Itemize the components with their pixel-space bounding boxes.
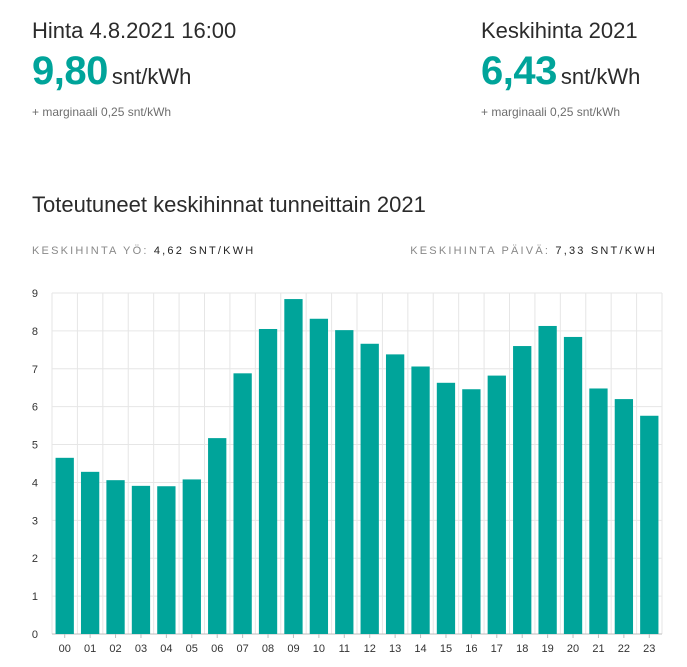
x-tick-label: 04: [160, 643, 172, 655]
y-tick-label: 1: [32, 591, 38, 603]
bar-hour-14: [411, 366, 430, 634]
bar-hour-06: [208, 438, 227, 634]
y-tick-label: 2: [32, 553, 38, 565]
x-tick-label: 13: [389, 643, 401, 655]
bar-hour-20: [563, 336, 583, 634]
x-tick-label: 06: [211, 643, 223, 655]
average-price-value: 6,43: [481, 49, 557, 93]
x-tick-label: 22: [618, 643, 630, 655]
chart-title: Toteutuneet keskihinnat tunneittain 2021: [32, 192, 426, 217]
y-tick-label: 5: [32, 440, 38, 452]
bar-hour-01: [80, 471, 100, 634]
y-tick-label: 0: [32, 629, 38, 641]
current-price-block: Hinta 4.8.2021 16:00 9,80 snt/kWh + margi…: [32, 18, 236, 119]
bar-hour-15: [436, 382, 456, 634]
bar-hour-00: [55, 457, 74, 634]
bar-hour-18: [513, 346, 532, 634]
x-tick-label: 07: [237, 643, 249, 655]
x-tick-label: 19: [542, 643, 554, 655]
current-price-unit: snt/kWh: [111, 64, 192, 89]
x-tick-label: 05: [186, 643, 198, 655]
x-tick-label: 03: [135, 643, 147, 655]
y-tick-label: 6: [32, 402, 38, 414]
bar-hour-09: [284, 299, 303, 634]
bar-hour-23: [640, 415, 659, 634]
bar-hour-10: [309, 318, 329, 634]
bar-hour-07: [233, 373, 252, 634]
bar-hour-16: [462, 389, 481, 634]
x-tick-label: 20: [567, 643, 579, 655]
y-tick-label: 7: [32, 364, 38, 376]
x-tick-label: 08: [262, 643, 274, 655]
current-price-row: 9,80 snt/kWh: [32, 48, 236, 103]
day-average-value: 7,33 SNT/KWH: [555, 245, 657, 257]
bar-hour-12: [360, 343, 379, 634]
x-tick-label: 09: [287, 643, 299, 655]
average-margin-note: + marginaali 0,25 snt/kWh: [481, 105, 621, 119]
y-tick-label: 3: [32, 515, 38, 527]
x-tick-label: 21: [592, 643, 604, 655]
x-tick-label: 12: [364, 643, 376, 655]
current-margin-note: + marginaali 0,25 snt/kWh: [32, 105, 172, 119]
night-average-label: KESKIHINTA YÖ:: [32, 245, 149, 257]
day-average: KESKIHINTA PÄIVÄ: 7,33 SNT/KWH: [410, 245, 657, 257]
bar-hour-22: [614, 399, 634, 634]
y-tick-label: 4: [32, 477, 38, 489]
current-price-label: Hinta 4.8.2021 16:00: [32, 18, 237, 43]
night-average-value: 4,62 SNT/KWH: [153, 245, 256, 257]
x-tick-label: 17: [491, 643, 503, 655]
average-price-unit: snt/kWh: [560, 64, 641, 89]
current-price-value: 9,80: [32, 49, 108, 93]
bar-hour-11: [335, 330, 354, 634]
x-tick-label: 18: [516, 643, 528, 655]
x-tick-label: 16: [465, 643, 477, 655]
x-tick-label: 02: [109, 643, 121, 655]
x-tick-label: 15: [440, 643, 452, 655]
bar-hour-04: [157, 486, 176, 634]
average-price-row: 6,43 snt/kWh: [481, 48, 640, 103]
bar-hour-08: [258, 328, 278, 634]
y-tick-label: 9: [32, 288, 38, 300]
day-average-label: KESKIHINTA PÄIVÄ:: [410, 245, 551, 257]
bar-hour-02: [106, 480, 125, 634]
x-tick-label: 01: [84, 643, 96, 655]
bar-hour-05: [182, 479, 201, 634]
bar-hour-13: [385, 354, 405, 634]
bar-hour-21: [589, 388, 608, 634]
bar-hour-03: [131, 485, 151, 634]
x-tick-label: 00: [59, 643, 71, 655]
x-tick-label: 23: [643, 643, 655, 655]
bar-hour-17: [487, 375, 506, 634]
average-price-block: Keskihinta 2021 6,43 snt/kWh + marginaali…: [481, 18, 640, 119]
night-average: KESKIHINTA YÖ: 4,62 SNT/KWH: [32, 245, 255, 257]
average-price-label: Keskihinta 2021: [481, 18, 638, 43]
y-tick-label: 8: [32, 326, 38, 338]
x-tick-label: 10: [313, 643, 325, 655]
x-tick-label: 11: [339, 643, 350, 655]
bar-hour-19: [538, 325, 557, 634]
x-tick-label: 14: [414, 643, 426, 655]
